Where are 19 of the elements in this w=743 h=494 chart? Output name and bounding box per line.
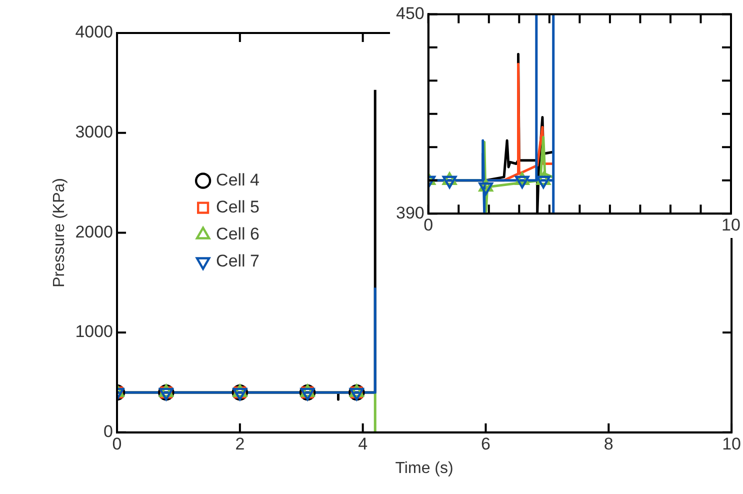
x-tick-label: 10 xyxy=(722,434,742,454)
y-tick-label: 3000 xyxy=(75,122,114,142)
x-tick-label: 2 xyxy=(235,434,245,454)
x-axis-title: Time (s) xyxy=(395,460,454,477)
legend-label: Cell 5 xyxy=(216,197,260,216)
legend-label: Cell 4 xyxy=(216,170,260,190)
y-tick-label: 0 xyxy=(104,422,114,442)
x-tick-label: 4 xyxy=(358,434,368,454)
y-tick-label: 390 xyxy=(396,203,424,222)
legend-label: Cell 7 xyxy=(216,251,260,270)
x-tick-label: 6 xyxy=(481,434,490,454)
y-tick-label: 2000 xyxy=(75,222,114,242)
y-tick-label: 1000 xyxy=(75,322,114,342)
x-tick-label: 10 xyxy=(722,215,740,234)
legend-label: Cell 6 xyxy=(216,224,260,244)
y-axis-title: Pressure (KPa) xyxy=(51,178,68,288)
x-tick-label: 8 xyxy=(604,434,614,454)
y-tick-label: 450 xyxy=(396,4,424,23)
y-tick-label: 4000 xyxy=(75,22,114,42)
